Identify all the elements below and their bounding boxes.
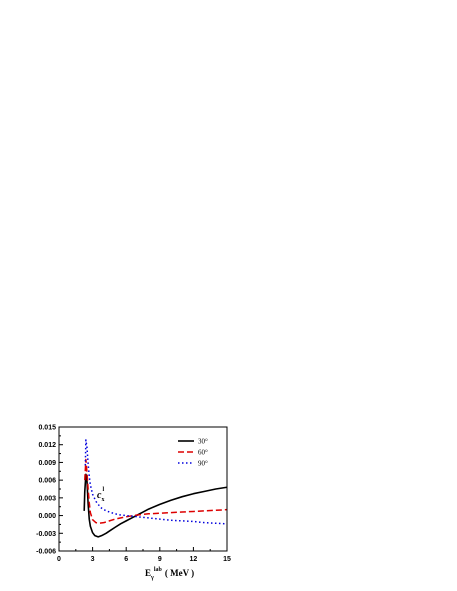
x-axis-title-sup: lab <box>154 567 163 573</box>
x-tick-label: 15 <box>223 556 231 563</box>
plot-curves <box>83 439 228 538</box>
x-axis-title-main: E <box>145 568 151 578</box>
x-tick-label: 12 <box>190 556 198 563</box>
x-tick-label: 0 <box>57 556 61 563</box>
x-tick-label: 9 <box>158 556 162 563</box>
x-axis-ticks: 0 3 6 9 12 15 <box>57 547 231 563</box>
y-axis-title-sub: x <box>101 497 104 503</box>
x-axis-title-unit: ( MeV ) <box>165 568 194 578</box>
y-axis-ticks: -0.006 -0.003 0.000 0.003 0.006 0.009 0.012 0.0… <box>36 425 63 556</box>
y-tick-label: 0.003 <box>38 495 56 502</box>
legend-label-0: 30° <box>198 438 208 446</box>
y-tick-label: 0.006 <box>38 478 56 485</box>
x-tick-label: 3 <box>91 556 95 563</box>
y-tick-label: 0.000 <box>38 513 56 520</box>
series-line-0 <box>83 473 228 538</box>
series-line-2 <box>84 439 228 525</box>
legend-label-1: 60° <box>198 449 208 457</box>
y-axis-title-main: c <box>97 490 102 501</box>
series-line-1 <box>84 458 228 524</box>
x-axis-title-sub: γ <box>150 575 154 581</box>
y-axis-title-sup: l <box>102 487 104 493</box>
y-tick-label: 0.009 <box>38 460 56 467</box>
legend-label-2: 90° <box>198 460 208 468</box>
y-axis-title: cxl <box>97 487 104 503</box>
y-tick-label: -0.003 <box>36 531 56 538</box>
legend: 30° 60° 90° <box>178 438 208 468</box>
x-tick-label: 6 <box>124 556 128 563</box>
y-tick-label: 0.012 <box>38 442 56 449</box>
y-tick-label: -0.006 <box>36 549 56 556</box>
y-tick-label: 0.015 <box>38 425 56 432</box>
x-axis-title: Eγlab( MeV ) <box>145 567 194 581</box>
